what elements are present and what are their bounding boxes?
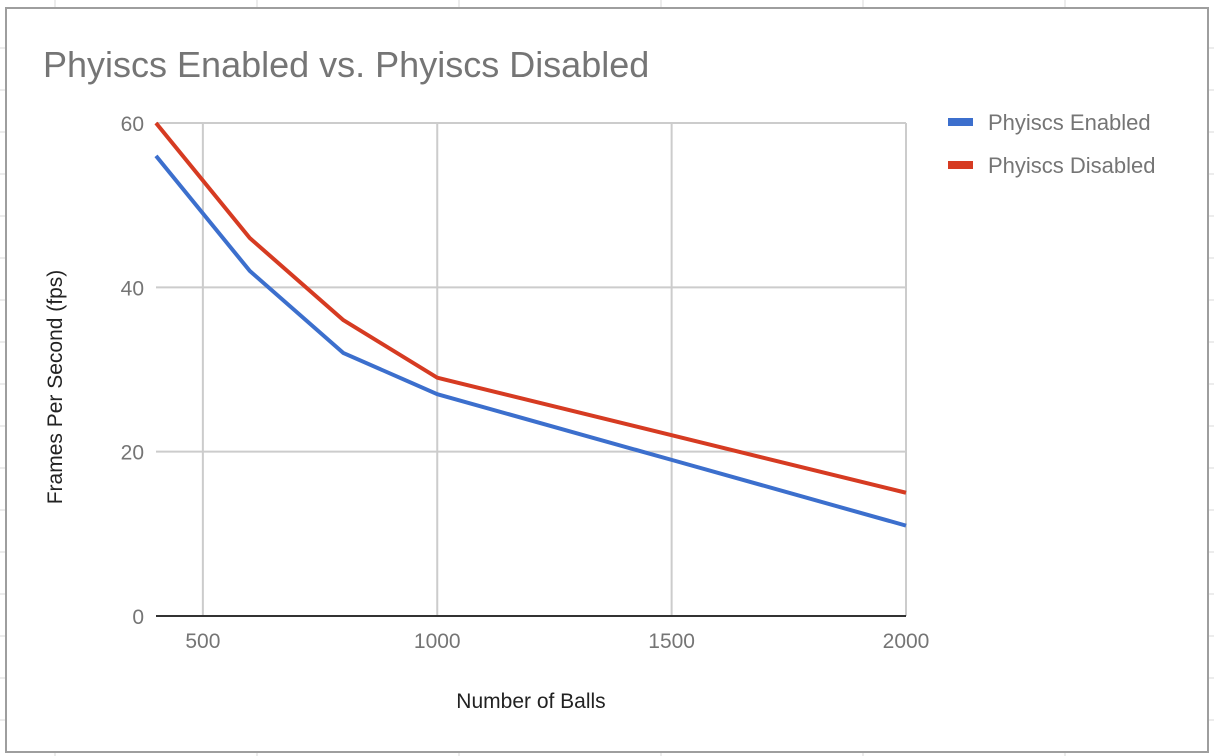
legend-swatch	[948, 161, 973, 169]
legend-label: Phyiscs Enabled	[988, 110, 1151, 135]
y-tick-label: 20	[121, 442, 144, 465]
x-tick-labels: 500 1000 1500 2000	[185, 630, 929, 653]
legend: Phyiscs Enabled Phyiscs Disabled	[948, 110, 1156, 178]
y-tick-label: 40	[121, 277, 144, 300]
y-tick-labels: 0 20 40 60	[121, 113, 144, 629]
legend-swatch	[948, 118, 973, 126]
legend-item[interactable]: Phyiscs Enabled	[948, 110, 1151, 135]
y-tick-label: 60	[121, 113, 144, 136]
x-axis-label: Number of Balls	[456, 690, 605, 713]
x-tick-label: 1500	[648, 630, 695, 653]
x-tick-label: 1000	[414, 630, 461, 653]
x-tick-label: 2000	[883, 630, 930, 653]
series-lines	[154, 121, 907, 528]
x-tick-label: 500	[185, 630, 220, 653]
chart-title: Phyiscs Enabled vs. Phyiscs Disabled	[43, 44, 649, 85]
series-line-physics-disabled	[154, 121, 907, 495]
y-tick-label: 0	[132, 606, 144, 629]
chart-container[interactable]	[5, 7, 1209, 753]
series-line-physics-enabled	[154, 154, 907, 528]
legend-label: Phyiscs Disabled	[988, 153, 1156, 178]
legend-item[interactable]: Phyiscs Disabled	[948, 153, 1156, 178]
y-axis-label: Frames Per Second (fps)	[44, 270, 67, 505]
gridlines	[156, 122, 907, 616]
